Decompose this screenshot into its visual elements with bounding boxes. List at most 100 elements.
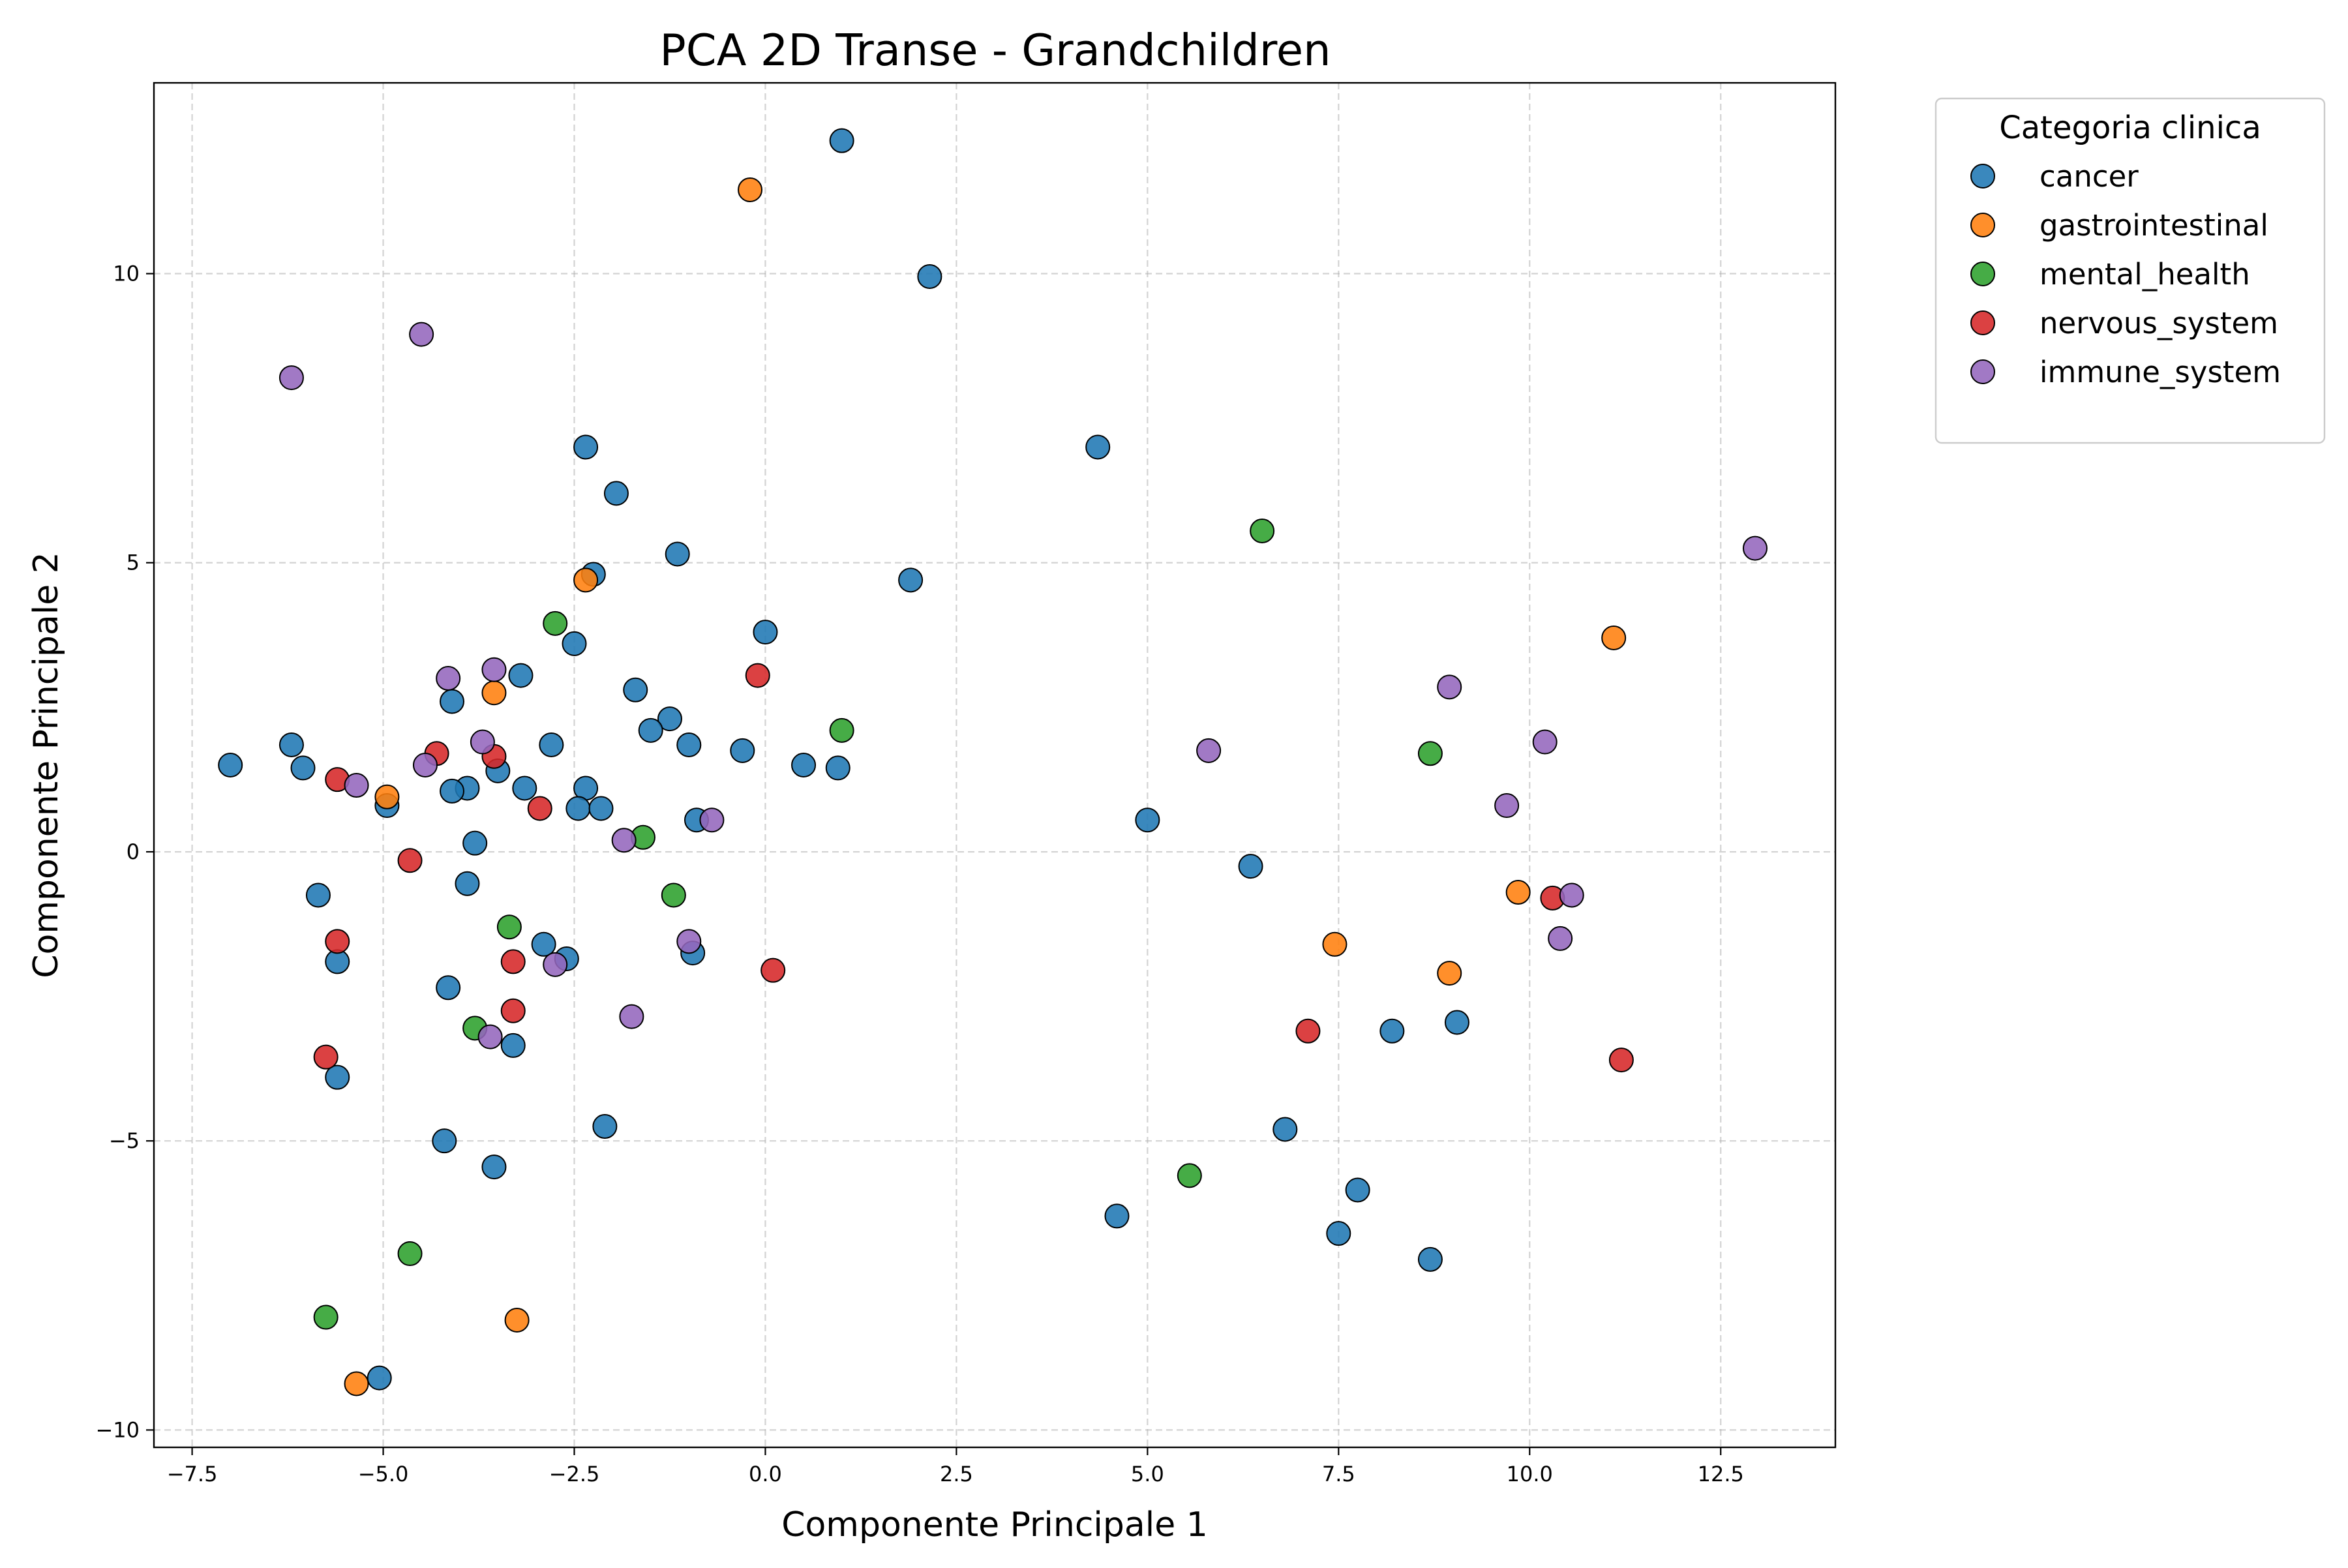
data-point bbox=[1559, 882, 1584, 908]
legend-marker bbox=[1970, 213, 1995, 237]
data-point bbox=[1379, 1018, 1405, 1044]
data-point bbox=[588, 796, 614, 821]
data-point bbox=[676, 929, 702, 954]
x-tick-label: −5.0 bbox=[358, 1462, 409, 1486]
data-point bbox=[562, 631, 587, 656]
y-axis-label: Componente Principale 2 bbox=[27, 552, 66, 978]
data-point bbox=[504, 1307, 530, 1333]
legend-item: immune_system bbox=[1970, 355, 2281, 389]
x-tick-label: 12.5 bbox=[1698, 1462, 1744, 1486]
data-point bbox=[477, 1024, 503, 1049]
data-point bbox=[1177, 1163, 1202, 1188]
data-point bbox=[1601, 625, 1627, 650]
data-point bbox=[436, 666, 461, 691]
legend-item: cancer bbox=[1970, 159, 2139, 194]
data-point bbox=[305, 882, 331, 908]
legend-label: cancer bbox=[2039, 159, 2139, 194]
legend-box bbox=[1934, 97, 2326, 444]
data-point bbox=[409, 322, 434, 347]
data-point bbox=[661, 882, 686, 908]
data-point bbox=[1085, 434, 1111, 460]
data-point bbox=[455, 871, 480, 896]
data-point bbox=[829, 128, 854, 153]
data-point bbox=[543, 952, 568, 977]
x-tick-label: −2.5 bbox=[549, 1462, 600, 1486]
x-axis-label: Componente Principale 1 bbox=[781, 1505, 1208, 1545]
data-point bbox=[313, 1044, 339, 1070]
data-point bbox=[462, 830, 488, 856]
series-gastrointestinal bbox=[344, 177, 1627, 1396]
data-point bbox=[1417, 1246, 1443, 1272]
data-point bbox=[1494, 793, 1520, 819]
data-point bbox=[539, 732, 564, 757]
data-point bbox=[565, 796, 591, 821]
x-tick-label: 0.0 bbox=[749, 1462, 782, 1486]
legend-items: cancer gastrointestinal mental_healthnervo… bbox=[1970, 159, 2281, 389]
data-point bbox=[573, 567, 599, 593]
data-point bbox=[344, 1371, 369, 1396]
data-point bbox=[745, 663, 770, 688]
x-axis-ticks: −7.5 −5.0 −2.5 0.0 2.5 5.0 7.5 10.0 12.5 bbox=[167, 1447, 1744, 1486]
data-point bbox=[508, 663, 534, 688]
data-point bbox=[611, 828, 637, 853]
data-point bbox=[1437, 961, 1462, 986]
data-point bbox=[1322, 931, 1347, 957]
data-point bbox=[623, 677, 648, 702]
legend-label: mental_health bbox=[2039, 257, 2250, 292]
data-point bbox=[278, 732, 304, 757]
data-point bbox=[699, 807, 725, 833]
data-point bbox=[397, 1241, 423, 1267]
data-point bbox=[531, 931, 556, 957]
y-tick-label: −5 bbox=[109, 1128, 140, 1153]
y-tick-label: 10 bbox=[113, 262, 140, 286]
series-nervous-system bbox=[313, 663, 1634, 1073]
data-point bbox=[829, 717, 854, 743]
data-point bbox=[1326, 1221, 1351, 1246]
data-point bbox=[657, 706, 682, 732]
x-tick-label: −7.5 bbox=[167, 1462, 218, 1486]
data-point bbox=[730, 738, 755, 763]
chart-title: PCA 2D Transe - Grandchildren bbox=[659, 25, 1331, 76]
data-point bbox=[1532, 729, 1558, 755]
data-point bbox=[619, 1004, 644, 1029]
grid bbox=[154, 83, 1835, 1447]
data-point bbox=[753, 620, 778, 645]
data-point bbox=[1250, 518, 1275, 543]
data-point bbox=[325, 929, 350, 954]
data-point bbox=[1135, 807, 1160, 833]
data-point bbox=[397, 848, 423, 873]
data-point bbox=[512, 776, 537, 801]
data-point bbox=[500, 1033, 526, 1058]
y-tick-label: 0 bbox=[127, 839, 140, 864]
legend-label: gastrointestinal bbox=[2039, 208, 2268, 243]
data-point bbox=[481, 680, 507, 706]
legend-marker bbox=[1970, 262, 1995, 286]
data-point bbox=[344, 773, 369, 798]
legend-marker bbox=[1970, 310, 1995, 335]
data-point bbox=[325, 1064, 350, 1090]
data-point bbox=[440, 689, 465, 714]
data-point bbox=[374, 784, 400, 809]
data-point bbox=[603, 481, 629, 506]
data-point bbox=[1417, 741, 1443, 766]
data-point bbox=[470, 729, 495, 755]
data-point bbox=[825, 755, 850, 781]
legend-marker bbox=[1970, 164, 1995, 188]
data-point bbox=[1608, 1048, 1634, 1073]
data-point bbox=[760, 957, 786, 983]
x-tick-label: 7.5 bbox=[1322, 1462, 1355, 1486]
y-tick-label: 5 bbox=[127, 550, 140, 575]
data-point bbox=[592, 1114, 618, 1139]
data-point bbox=[917, 264, 942, 289]
data-point bbox=[738, 177, 763, 202]
series-cancer bbox=[218, 128, 1469, 1391]
series-immune-system bbox=[278, 322, 1768, 1049]
data-point bbox=[1742, 535, 1768, 561]
data-point bbox=[1548, 926, 1573, 951]
data-point bbox=[543, 611, 568, 636]
data-point bbox=[367, 1365, 392, 1391]
legend-item: nervous_system bbox=[1970, 306, 2278, 340]
legend-item: gastrointestinal bbox=[1970, 208, 2268, 243]
